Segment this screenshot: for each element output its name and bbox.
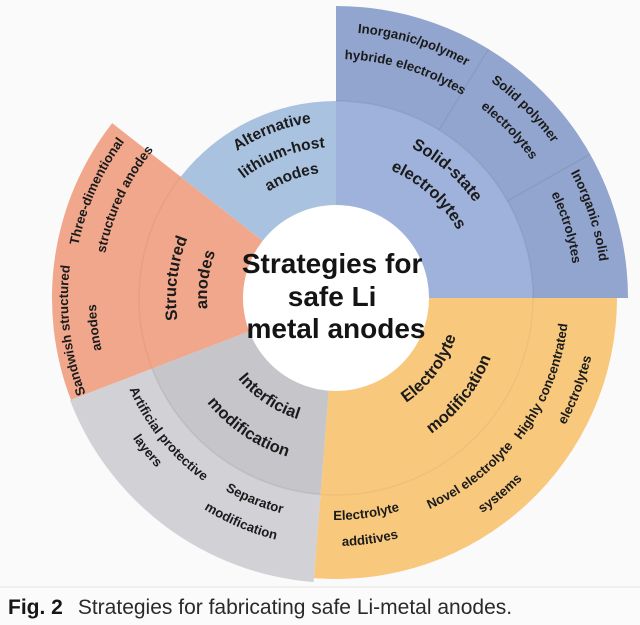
segment-alternative-anodes: [180, 101, 336, 242]
figure-caption-tag: Fig. 2: [8, 596, 63, 619]
ring-border: [507, 153, 591, 202]
center-title: Strategies for safe Li metal anodes: [242, 248, 430, 344]
center-title-line3: metal anodes: [247, 313, 426, 344]
center-title-line1: Strategies for: [242, 248, 423, 279]
ring-border: [138, 176, 182, 369]
ring-borders: [138, 48, 591, 496]
center-title-line2: safe Li: [288, 281, 377, 312]
arc-label-segments-3-children-0-line2: anodes: [84, 304, 105, 352]
segment-structured-anodes: [51, 123, 264, 400]
figure-2: Solid-state electrolytes Inorganic/polymer…: [51, 6, 628, 583]
figure-caption-text: Strategies for fabricating safe Li-metal…: [77, 596, 513, 619]
segment-solid-state-outer: [336, 6, 628, 298]
figure-caption: Fig. 2 Strategies for fabricating safe Li…: [0, 586, 640, 625]
ring-border: [320, 297, 534, 496]
sunburst-sectors: [51, 6, 628, 583]
segment-solid-state-inner: [336, 101, 533, 298]
ring-border: [151, 368, 321, 496]
sunburst-diagram: Solid-stateelectrolytesInorganic/polymer…: [51, 6, 628, 583]
segment-electrolyte-modification: [313, 298, 617, 579]
segment-interficial-inner: [152, 330, 329, 495]
center-circle: [243, 205, 429, 391]
segment-interficial-outer: [69, 368, 321, 583]
ring-border: [335, 100, 534, 299]
ring-border: [438, 48, 490, 131]
